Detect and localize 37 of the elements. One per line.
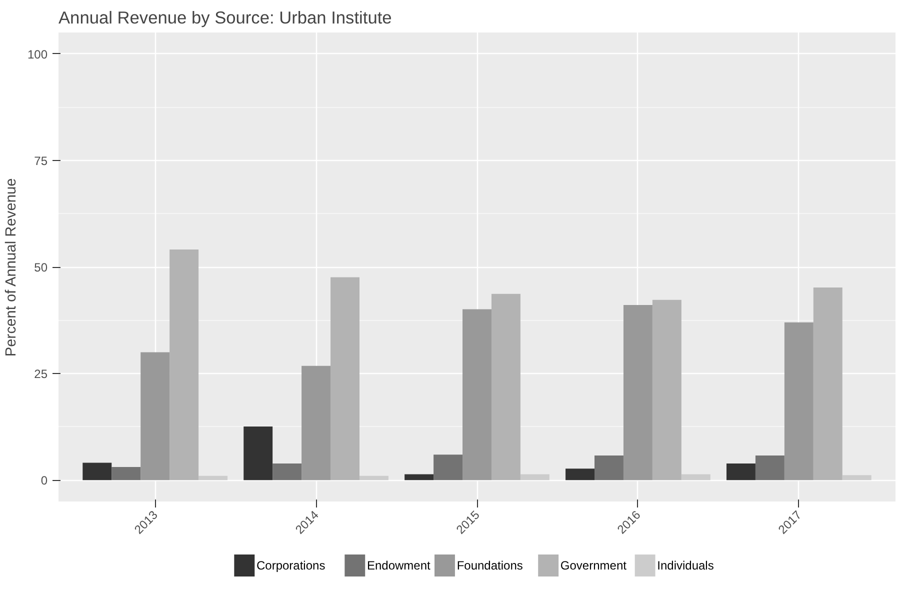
bar [82,462,112,480]
y-tick-label: 0 [40,474,48,488]
bar [726,464,756,480]
y-tick-label: 100 [27,47,48,62]
legend-label: Endowment [366,558,432,572]
bar [170,250,199,480]
legend-label: Corporations [256,558,326,572]
bar [681,474,710,480]
legend-label: Individuals [657,558,714,572]
bar [652,300,682,480]
y-tick-label: 75 [34,154,48,168]
bar [784,322,814,480]
bar [520,474,550,480]
bar [623,304,652,480]
bar [302,366,331,480]
chart-title: Annual Revenue by Source: Urban Institute [58,8,392,28]
y-tick-label: 50 [34,260,48,274]
bar [491,294,520,480]
bar [198,476,228,480]
bar [842,475,872,480]
bar [330,277,360,480]
bar [594,455,624,480]
bar [140,352,170,480]
bar [813,287,842,480]
bar [112,466,141,480]
legend-label: Government [560,558,628,572]
bar [566,468,594,480]
bar [272,464,302,480]
bar [755,455,784,480]
y-tick-label: 25 [34,367,48,382]
bar [244,426,273,480]
bar [462,309,492,480]
y-axis-title: Percent of Annual Revenue [3,178,20,357]
bar [404,474,434,480]
bar [434,454,463,480]
legend-label: Foundations [456,558,523,572]
bar [360,476,388,480]
